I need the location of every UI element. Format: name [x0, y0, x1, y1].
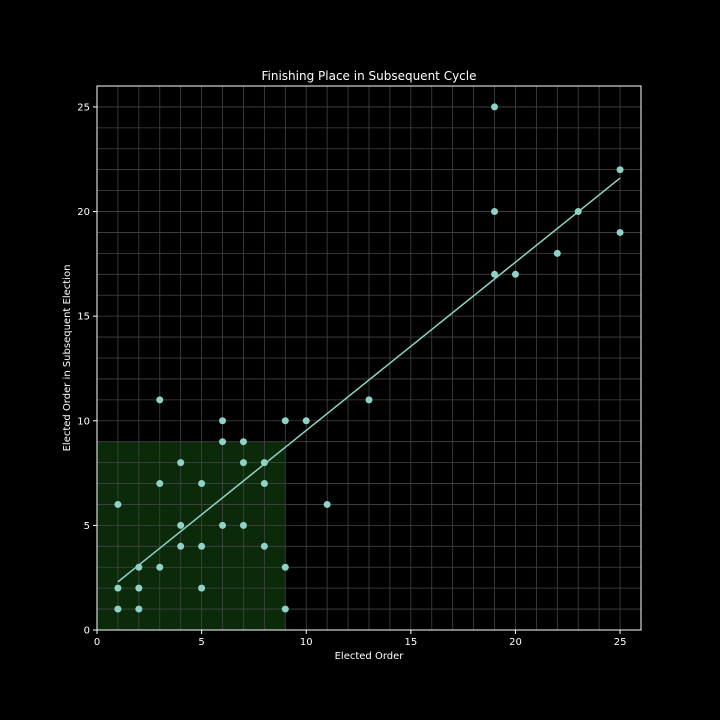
- data-point: [281, 563, 289, 571]
- x-tick-label: 10: [300, 637, 313, 648]
- y-tick-label: 10: [77, 416, 90, 427]
- x-tick-label: 15: [404, 637, 417, 648]
- data-point: [491, 208, 499, 216]
- data-point: [616, 228, 624, 236]
- data-point: [135, 584, 143, 592]
- data-point: [135, 563, 143, 571]
- y-axis-label: Elected Order in Subsequent Election: [62, 265, 73, 452]
- y-tick-label: 15: [77, 312, 90, 323]
- x-tick-label: 20: [509, 637, 522, 648]
- data-point: [260, 542, 268, 550]
- data-point: [260, 480, 268, 488]
- data-point: [114, 500, 122, 508]
- data-point: [260, 459, 268, 467]
- y-tick-label: 25: [77, 102, 90, 113]
- data-point: [302, 417, 310, 425]
- data-point: [239, 438, 247, 446]
- data-point: [177, 459, 185, 467]
- trend-line: [117, 177, 621, 583]
- data-point: [219, 417, 227, 425]
- data-point: [219, 521, 227, 529]
- data-point: [135, 605, 143, 613]
- x-tick-label: 25: [614, 637, 627, 648]
- data-point: [114, 584, 122, 592]
- data-point: [198, 480, 206, 488]
- data-point: [114, 605, 122, 613]
- data-point: [177, 521, 185, 529]
- data-point: [616, 166, 624, 174]
- data-point: [156, 480, 164, 488]
- y-tick-label: 5: [84, 521, 90, 532]
- data-point: [491, 103, 499, 111]
- data-point: [198, 584, 206, 592]
- data-point: [239, 521, 247, 529]
- data-point: [156, 563, 164, 571]
- data-point: [365, 396, 373, 404]
- y-tick-label: 20: [77, 207, 90, 218]
- data-point: [198, 542, 206, 550]
- data-point: [281, 417, 289, 425]
- plot-frame: [96, 85, 642, 631]
- data-point: [177, 542, 185, 550]
- data-point: [574, 208, 582, 216]
- data-point: [219, 438, 227, 446]
- y-tick-label: 0: [84, 626, 90, 637]
- chart-title: Finishing Place in Subsequent Cycle: [261, 69, 476, 83]
- data-point: [156, 396, 164, 404]
- data-point: [491, 270, 499, 278]
- data-point: [281, 605, 289, 613]
- data-point: [239, 459, 247, 467]
- data-point: [553, 249, 561, 257]
- data-point: [511, 270, 519, 278]
- x-axis-label: Elected Order: [335, 651, 405, 662]
- x-tick-label: 5: [198, 637, 204, 648]
- x-tick-label: 0: [94, 637, 100, 648]
- data-point: [323, 500, 331, 508]
